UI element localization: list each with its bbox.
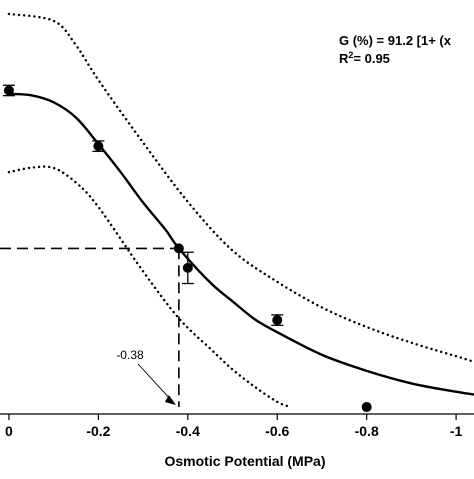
x-axis: 0 -0.2 -0.4 -0.6 -0.8 -1	[0, 413, 474, 439]
x-tick-label: 0	[5, 423, 13, 439]
data-point	[361, 402, 372, 413]
x-tick-label: -0.4	[176, 423, 200, 439]
chart-text: Osmotic Potential (MPa) G (%) = 91.2 [1+…	[116, 33, 451, 469]
data-point	[93, 141, 104, 152]
reference-lines	[0, 247, 180, 408]
data-points	[2, 84, 372, 413]
data-point	[3, 85, 14, 96]
r-squared-value: = 0.95	[353, 51, 390, 66]
x-tick-label: -0.8	[355, 423, 379, 439]
x-tick-label: -0.6	[265, 423, 289, 439]
r-squared-text: R2= 0.95	[339, 50, 390, 66]
confidence-bands	[7, 12, 474, 409]
fitted-curve	[8, 92, 474, 396]
data-point	[182, 262, 193, 273]
equation-text: G (%) = 91.2 [1+ (x	[339, 33, 452, 48]
r-squared-prefix: R	[339, 51, 349, 66]
r-squared-superscript: 2	[348, 50, 353, 60]
x-tick-label: -1	[450, 423, 463, 439]
fitted-curve-group	[8, 92, 474, 396]
confidence-band-upper	[7, 12, 474, 363]
data-point	[173, 243, 184, 254]
annotation-arrowhead	[164, 395, 176, 406]
data-point	[272, 315, 283, 326]
x-tick-label: -0.2	[86, 423, 110, 439]
annotation-label: -0.38	[116, 348, 144, 362]
x-axis-title: Osmotic Potential (MPa)	[164, 453, 325, 469]
confidence-band-lower	[7, 165, 292, 409]
